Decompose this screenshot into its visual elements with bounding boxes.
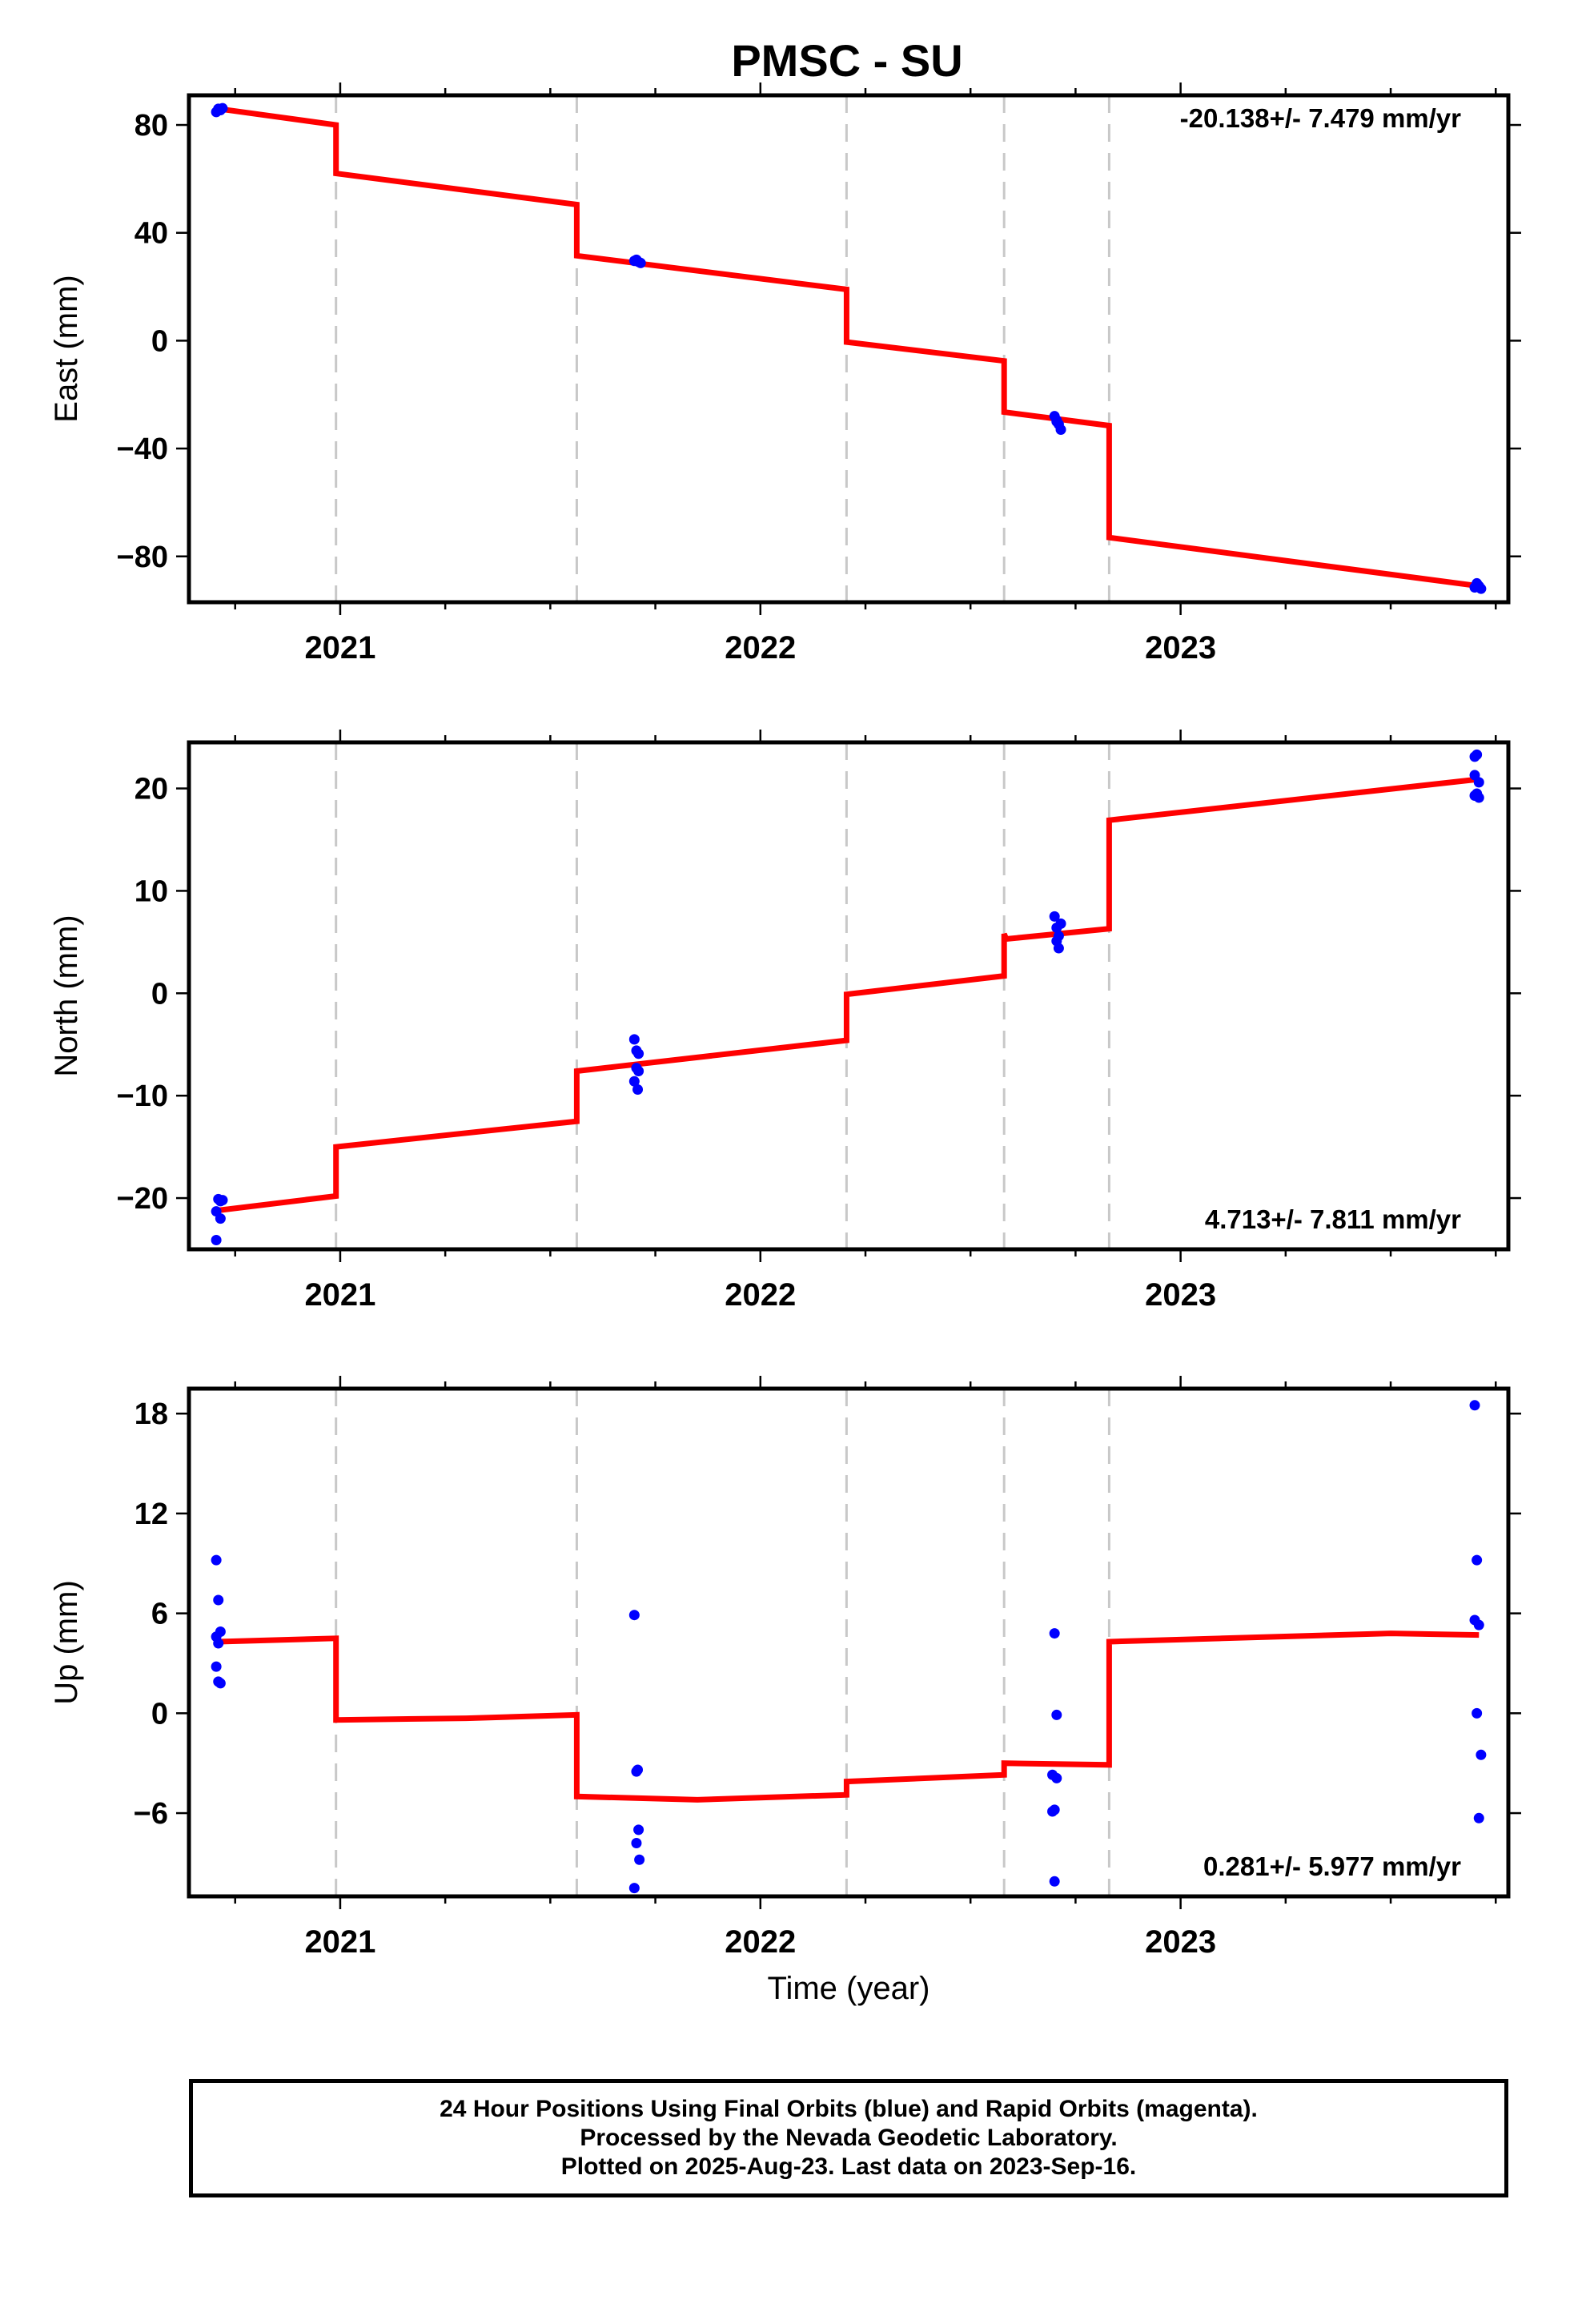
y-tick-label: −20 (117, 1182, 168, 1216)
y-tick-label: 20 (135, 773, 168, 806)
fit-line (218, 1630, 1480, 1803)
x-tick-label: 2023 (1145, 1277, 1216, 1313)
data-point (1049, 1876, 1060, 1887)
chart-title: PMSC - SU (731, 35, 962, 86)
fit-line (218, 106, 1480, 589)
y-tick-label: 18 (135, 1397, 168, 1431)
data-point (217, 1195, 228, 1206)
data-point (628, 255, 640, 267)
data-point (631, 1837, 642, 1848)
y-tick-label: −6 (134, 1797, 168, 1831)
data-point (215, 1213, 226, 1224)
data-point (213, 1594, 224, 1606)
data-point (1472, 749, 1483, 760)
panel-2: 20 10 0 −10 −20 2021 2022 2023 North (mm) 4.713+/… (49, 730, 1521, 1313)
data-point (215, 1678, 226, 1689)
data-point (211, 107, 222, 118)
data-point (1476, 1749, 1487, 1760)
data-point (628, 1883, 640, 1894)
y-tick-label: −40 (117, 432, 168, 466)
rate-annotation: -20.138+/- 7.479 mm/yr (1180, 103, 1461, 133)
data-point (634, 1854, 645, 1865)
data-point (632, 1084, 644, 1096)
data-point (1055, 918, 1066, 929)
data-point (1053, 943, 1064, 954)
y-tick-label: 10 (135, 875, 168, 908)
footer-line-1: 24 Hour Positions Using Final Orbits (bl… (440, 2096, 1258, 2122)
data-point (1055, 424, 1066, 436)
data-point (1469, 1400, 1480, 1411)
y-tick-label: 40 (135, 217, 168, 251)
data-point (1051, 1709, 1062, 1720)
x-tick-label: 2021 (304, 630, 375, 665)
data-point (1473, 1812, 1484, 1823)
data-point (633, 1048, 644, 1059)
footer-line-3: Plotted on 2025-Aug-23. Last data on 202… (560, 2153, 1137, 2180)
data-point (632, 1764, 644, 1775)
data-point (628, 1076, 640, 1087)
data-point (1047, 1806, 1058, 1817)
y-tick-label: 0 (151, 977, 168, 1011)
plot-frame (187, 93, 1511, 605)
data-point (1472, 1707, 1483, 1719)
x-axis-label: Time (year) (768, 1971, 930, 2006)
x-tick-label: 2021 (304, 1924, 375, 1960)
y-axis-label: Up (mm) (49, 1580, 84, 1705)
data-point (628, 1034, 640, 1045)
data-point (1473, 1619, 1484, 1630)
data-point (213, 1638, 224, 1649)
footer-legend-box: 24 Hour Positions Using Final Orbits (bl… (189, 2079, 1508, 2197)
data-point (633, 1065, 644, 1076)
x-tick-label: 2023 (1145, 630, 1216, 665)
plot-frame (187, 740, 1511, 1252)
y-tick-label: −10 (117, 1080, 168, 1113)
x-tick-label: 2022 (725, 1277, 796, 1313)
y-tick-label: 6 (151, 1598, 168, 1631)
x-tick-label: 2023 (1145, 1924, 1216, 1960)
x-tick-label: 2021 (304, 1277, 375, 1313)
data-point (211, 1661, 222, 1672)
data-point (1472, 1554, 1483, 1566)
data-point (628, 1610, 640, 1621)
y-tick-label: −80 (117, 541, 168, 574)
rate-annotation: 4.713+/- 7.811 mm/yr (1205, 1204, 1461, 1234)
y-tick-label: 0 (151, 1697, 168, 1731)
data-point (211, 1554, 222, 1566)
y-axis-label: East (mm) (49, 275, 84, 422)
plot-frame (187, 1386, 1511, 1899)
panel-1: 80 40 0 −40 −80 2021 2022 2023 East (mm) -20.138+… (49, 82, 1521, 665)
y-tick-label: 80 (135, 109, 168, 143)
data-point (1051, 1772, 1062, 1783)
fit-line (218, 776, 1480, 1213)
data-point (1049, 1628, 1060, 1639)
y-tick-label: 0 (151, 324, 168, 358)
data-point (1469, 790, 1480, 801)
y-tick-label: 12 (135, 1498, 168, 1531)
footer-line-2: Processed by the Nevada Geodetic Laborat… (580, 2125, 1118, 2151)
rate-annotation: 0.281+/- 5.977 mm/yr (1203, 1852, 1461, 1881)
data-point (1473, 777, 1484, 788)
data-point (1049, 911, 1060, 922)
panel-3: 18 12 6 0 −6 2021 2022 2023 Up (mm) 0.281+/- 5.97… (49, 1376, 1521, 2006)
data-point (1469, 581, 1480, 593)
x-tick-label: 2022 (725, 630, 796, 665)
x-tick-label: 2022 (725, 1924, 796, 1960)
data-point (633, 1824, 644, 1835)
data-point (1051, 416, 1062, 427)
y-axis-label: North (mm) (49, 915, 84, 1076)
data-point (211, 1234, 222, 1245)
